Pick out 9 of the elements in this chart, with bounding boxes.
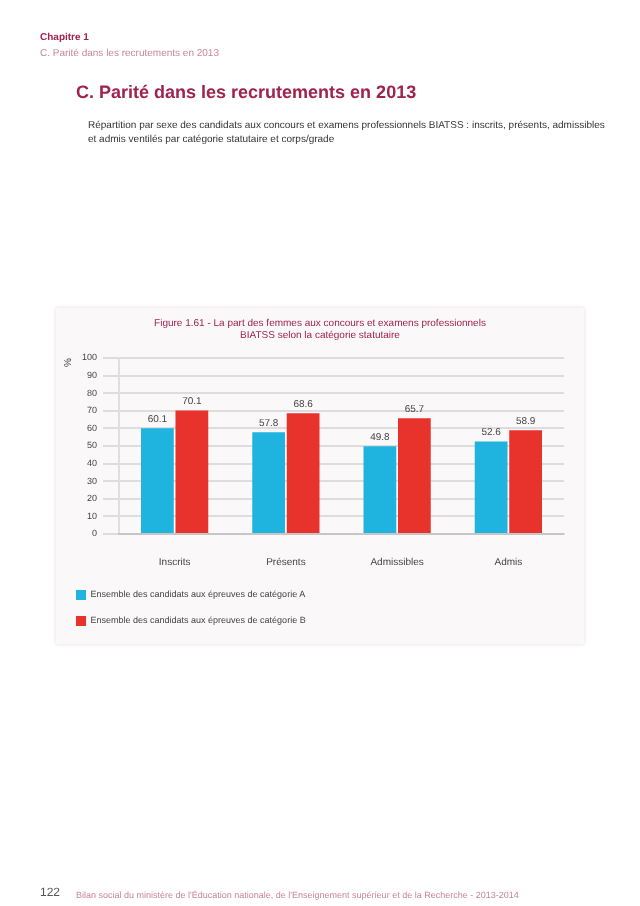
bar (474, 441, 508, 533)
bar (175, 410, 209, 533)
bar (141, 428, 174, 533)
bar (397, 418, 431, 533)
text: C. Parité dans les recrutements en 2013 (76, 82, 417, 102)
bar (509, 430, 542, 533)
bar (286, 413, 320, 533)
bar (363, 446, 397, 533)
bar (252, 432, 286, 533)
